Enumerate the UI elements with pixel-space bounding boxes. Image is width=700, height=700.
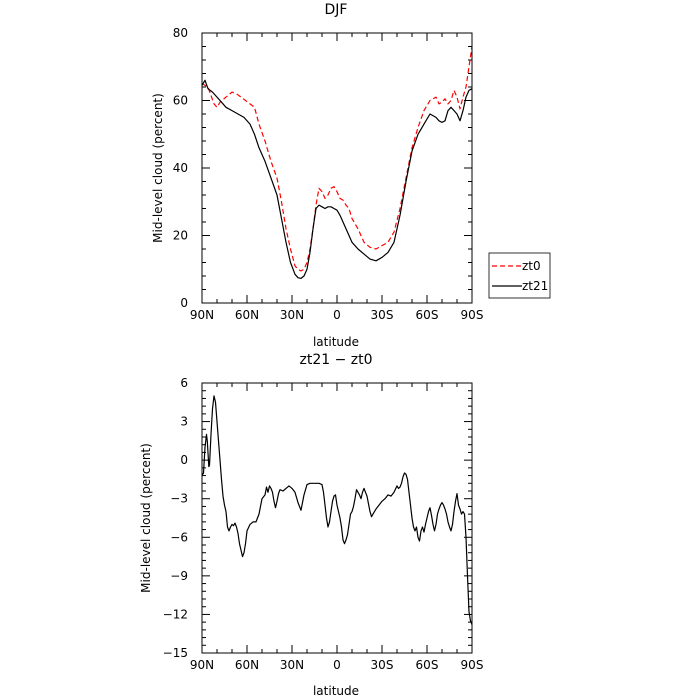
bottom-chart-x-axis-label: latitude <box>313 684 359 698</box>
bottom-chart-y-tick-label: 6 <box>180 376 188 390</box>
top-chart: DJF Mid-level cloud (percent) latitude 9… <box>151 2 551 349</box>
bottom-chart-x-tick-label: 60N <box>235 658 259 672</box>
top-chart-y-tick-label: 0 <box>180 296 188 310</box>
bottom-chart-title: zt21 − zt0 <box>299 352 372 368</box>
top-chart-series <box>201 46 473 279</box>
top-chart-series-line-zt0 <box>201 46 473 272</box>
bottom-chart-series-line-difference <box>201 395 473 625</box>
top-chart-x-tick-label: 0 <box>333 308 341 322</box>
top-chart-x-tick-label: 60N <box>235 308 259 322</box>
bottom-chart-y-tick-label: −3 <box>170 492 188 506</box>
bottom-chart-frame <box>201 382 473 654</box>
top-chart-y-tick-label: 40 <box>173 161 188 175</box>
bottom-chart-x-tick-label: 60S <box>416 658 439 672</box>
bottom-chart-y-axis-label: Mid-level cloud (percent) <box>139 443 153 593</box>
bottom-chart-x-tick-label: 30S <box>371 658 394 672</box>
bottom-chart-y-tick-label: −9 <box>170 569 188 583</box>
top-chart-ticks: 90N 60N 30N 0 30S 60S 90S 0 20 40 60 80 <box>173 26 484 322</box>
bottom-chart-x-tick-label: 0 <box>333 658 341 672</box>
top-chart-series-line-zt21 <box>201 79 473 279</box>
bottom-chart-y-tick-label: −15 <box>163 646 188 660</box>
bottom-chart-x-tick-label: 90N <box>190 658 214 672</box>
top-chart-y-axis-label: Mid-level cloud (percent) <box>151 93 165 243</box>
bottom-chart-x-tick-label: 90S <box>461 658 484 672</box>
top-chart-x-tick-label: 90S <box>461 308 484 322</box>
bottom-chart-y-tick-label: −12 <box>163 607 188 621</box>
legend-zt21-label: zt21 <box>522 279 548 293</box>
top-chart-y-tick-label: 60 <box>173 94 188 108</box>
bottom-chart-y-tick-label: −6 <box>170 530 188 544</box>
top-chart-y-tick-label: 20 <box>173 229 188 243</box>
top-chart-x-tick-label: 30N <box>280 308 304 322</box>
bottom-chart-y-tick-label: 3 <box>180 415 188 429</box>
legend-zt0-label: zt0 <box>522 259 541 273</box>
bottom-chart-ticks: 90N 60N 30N 0 30S 60S 90S −15 −12 −9 −6 −3 0 3 6 <box>163 376 484 672</box>
top-chart-frame <box>201 32 473 304</box>
top-chart-x-tick-label: 60S <box>416 308 439 322</box>
legend: zt0 zt21 <box>488 252 551 299</box>
top-chart-x-axis-label: latitude <box>313 335 359 349</box>
bottom-chart-y-tick-label: 0 <box>180 453 188 467</box>
bottom-chart: zt21 − zt0 Mid-level cloud (percent) lat… <box>139 352 483 698</box>
legend-box <box>488 252 551 299</box>
top-chart-x-tick-label: 90N <box>190 308 214 322</box>
top-chart-y-tick-label: 80 <box>173 26 188 40</box>
top-chart-x-tick-label: 30S <box>371 308 394 322</box>
top-chart-title: DJF <box>325 2 348 18</box>
bottom-chart-series <box>201 395 473 625</box>
bottom-chart-x-tick-label: 30N <box>280 658 304 672</box>
